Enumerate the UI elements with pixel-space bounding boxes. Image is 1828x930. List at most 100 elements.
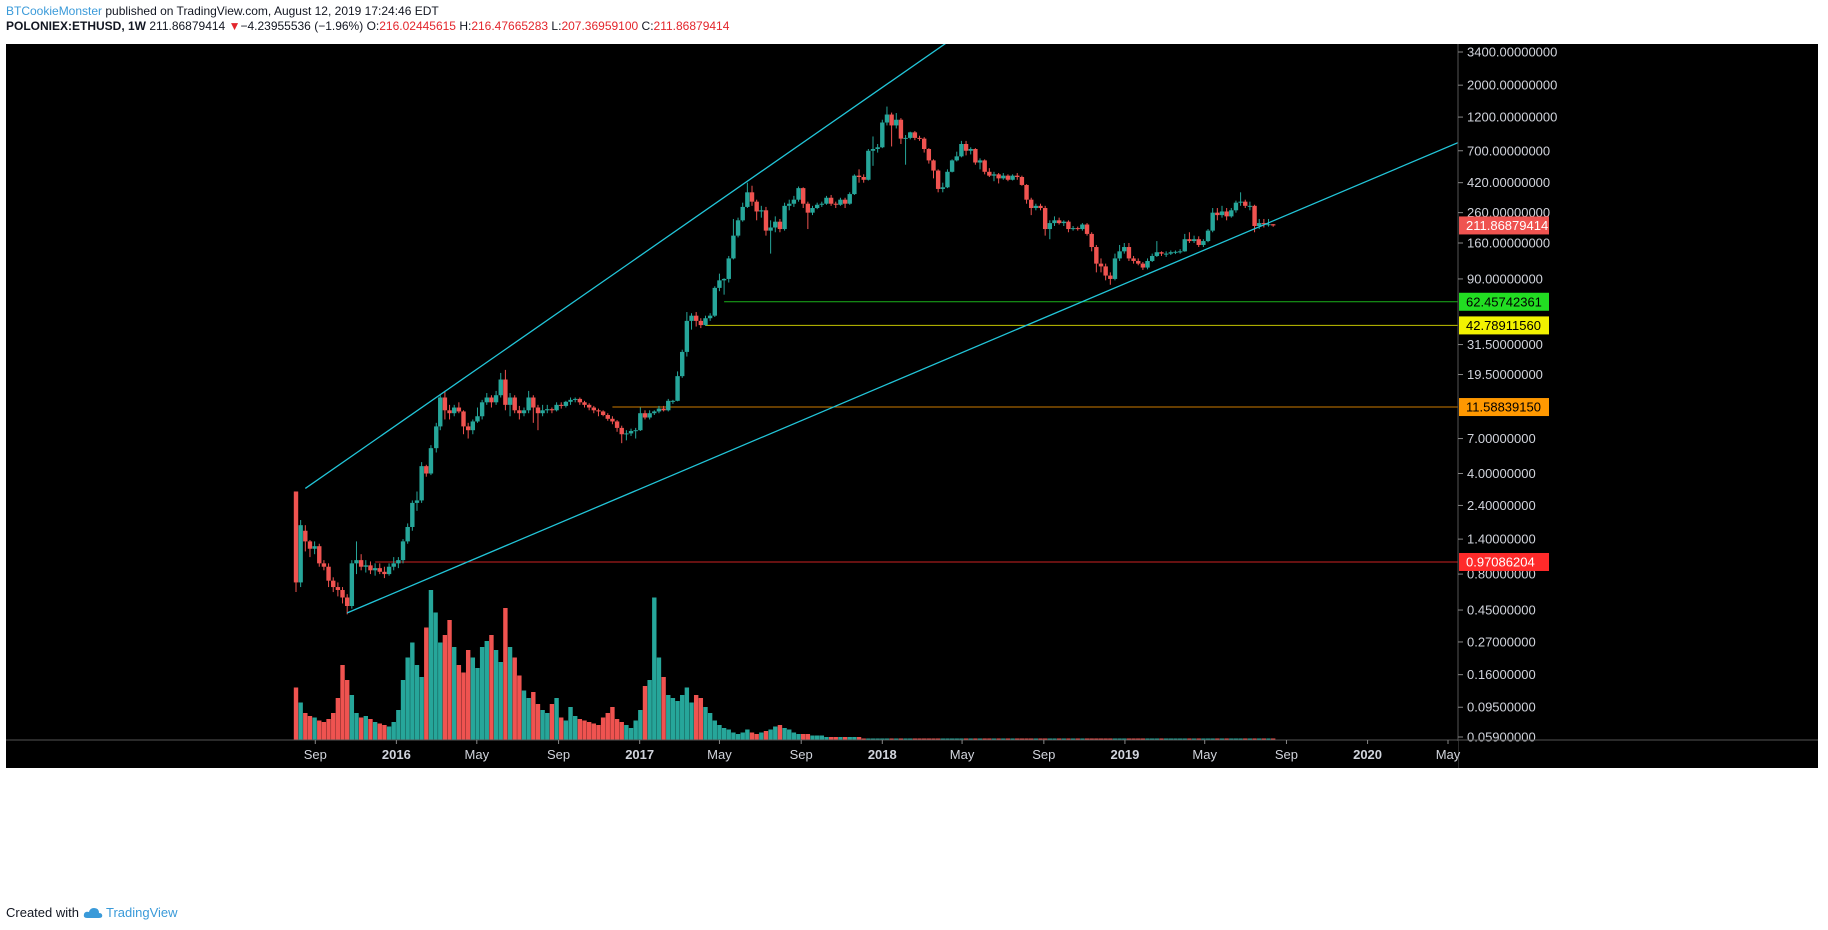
open-value: 216.02445615 <box>379 19 456 33</box>
time-axis-label: Sep <box>1275 747 1298 762</box>
candle-body <box>861 176 866 180</box>
candle-body <box>1215 212 1220 216</box>
candle-body <box>717 280 722 288</box>
volume-bar <box>852 737 857 740</box>
time-axis-label: 2017 <box>625 747 654 762</box>
candle-body <box>1038 205 1043 209</box>
candle-body <box>456 407 462 412</box>
volume-bar <box>1080 738 1085 740</box>
candle-body <box>1224 211 1229 217</box>
price-axis-label: 1.40000000 <box>1467 532 1536 547</box>
candle-body <box>568 399 573 402</box>
volume-bar <box>656 657 662 740</box>
tradingview-logo[interactable]: TradingView <box>83 905 178 920</box>
price-axis-label: 31.50000000 <box>1467 337 1543 352</box>
candle-body <box>870 149 876 151</box>
volume-bar <box>549 704 555 740</box>
volume-bar <box>991 738 997 740</box>
price-axis-label: 160.00000000 <box>1467 235 1550 250</box>
candle-body <box>963 144 969 151</box>
volume-bar <box>312 717 317 740</box>
candle-body <box>787 203 792 206</box>
volume-bar <box>535 704 541 740</box>
candle-body <box>1084 224 1090 234</box>
volume-bar <box>666 695 671 740</box>
candle-body <box>572 398 578 400</box>
candle-body <box>293 491 299 583</box>
candle-body <box>652 411 657 414</box>
volume-bar <box>782 728 787 740</box>
candle-body <box>521 410 527 414</box>
candle-body <box>889 114 894 126</box>
volume-bar <box>303 713 308 740</box>
volume-bar <box>1033 738 1039 740</box>
chart-area[interactable]: 3400.00000000 2000.00000000 1200.00000000 7… <box>6 44 1818 894</box>
candle-body <box>763 210 769 231</box>
candle-body <box>1163 253 1169 255</box>
candle-body <box>689 315 694 321</box>
price-axis-bg[interactable] <box>1458 44 1818 894</box>
candle-body <box>638 413 643 431</box>
candle-body <box>414 500 420 503</box>
candle-body <box>358 560 364 567</box>
time-axis-label: 2018 <box>868 747 897 762</box>
volume-bar <box>1122 738 1127 740</box>
author-link[interactable]: BTCookieMonster <box>6 4 103 18</box>
level-price-tag-bg <box>1459 316 1549 335</box>
candle-body <box>1047 223 1053 230</box>
volume-bar <box>870 738 876 740</box>
created-with-text: Created with <box>6 905 79 920</box>
level-price-tag-label: 42.78911560 <box>1466 318 1541 333</box>
volume-bar <box>940 738 945 740</box>
candle-body <box>1210 212 1215 231</box>
volume-bar <box>805 734 811 740</box>
level-price-tag: 11.58839150 <box>1459 398 1549 417</box>
candle-body <box>1270 224 1276 226</box>
volume-bar <box>1229 738 1234 740</box>
candle-body <box>926 149 932 161</box>
candle-body <box>1257 223 1262 226</box>
volume-bar <box>452 647 457 740</box>
candle-body <box>814 204 820 209</box>
candle-body <box>782 205 787 230</box>
candle-body <box>1145 260 1150 268</box>
price-chart-svg[interactable]: 3400.00000000 2000.00000000 1200.00000000 7… <box>6 44 1818 894</box>
volume-bar <box>693 695 699 740</box>
close-label: C: <box>641 19 654 33</box>
candle-body <box>680 351 685 377</box>
candle-body <box>773 221 778 228</box>
candle-body <box>954 156 959 161</box>
candle-body <box>424 466 429 474</box>
volume-bar <box>1168 738 1174 740</box>
volume-bar <box>712 720 717 740</box>
candle-body <box>1154 252 1160 256</box>
candle-body <box>475 416 480 422</box>
volume-bar <box>619 722 624 740</box>
volume-bar <box>540 710 545 740</box>
candle-body <box>908 132 913 138</box>
volume-bar <box>917 738 922 740</box>
volume-bar <box>959 738 964 740</box>
candle-body <box>1010 175 1015 180</box>
volume-bar <box>521 690 527 740</box>
candle-body <box>754 201 759 212</box>
candle-body <box>410 502 415 527</box>
price-axis-label: 0.16000000 <box>1467 667 1536 682</box>
volume-bar <box>1201 738 1206 740</box>
candle-body <box>1117 251 1122 259</box>
time-axis-label: 2019 <box>1110 747 1139 762</box>
volume-bar <box>1047 738 1053 740</box>
candle-body <box>912 132 918 138</box>
trendline-lower[interactable] <box>346 123 1503 614</box>
volume-bar <box>424 627 429 740</box>
volume-bar <box>1173 738 1178 740</box>
candle-body <box>1103 266 1108 276</box>
volume-bar <box>526 698 531 740</box>
volume-bar <box>1149 738 1155 740</box>
time-axis-bg[interactable] <box>6 741 1458 769</box>
trendline-upper[interactable] <box>304 44 990 489</box>
volume-bar <box>479 647 485 740</box>
candle-body <box>866 150 871 180</box>
candle-body <box>1056 220 1062 224</box>
price-axis-label: 0.05900000 <box>1467 730 1536 745</box>
